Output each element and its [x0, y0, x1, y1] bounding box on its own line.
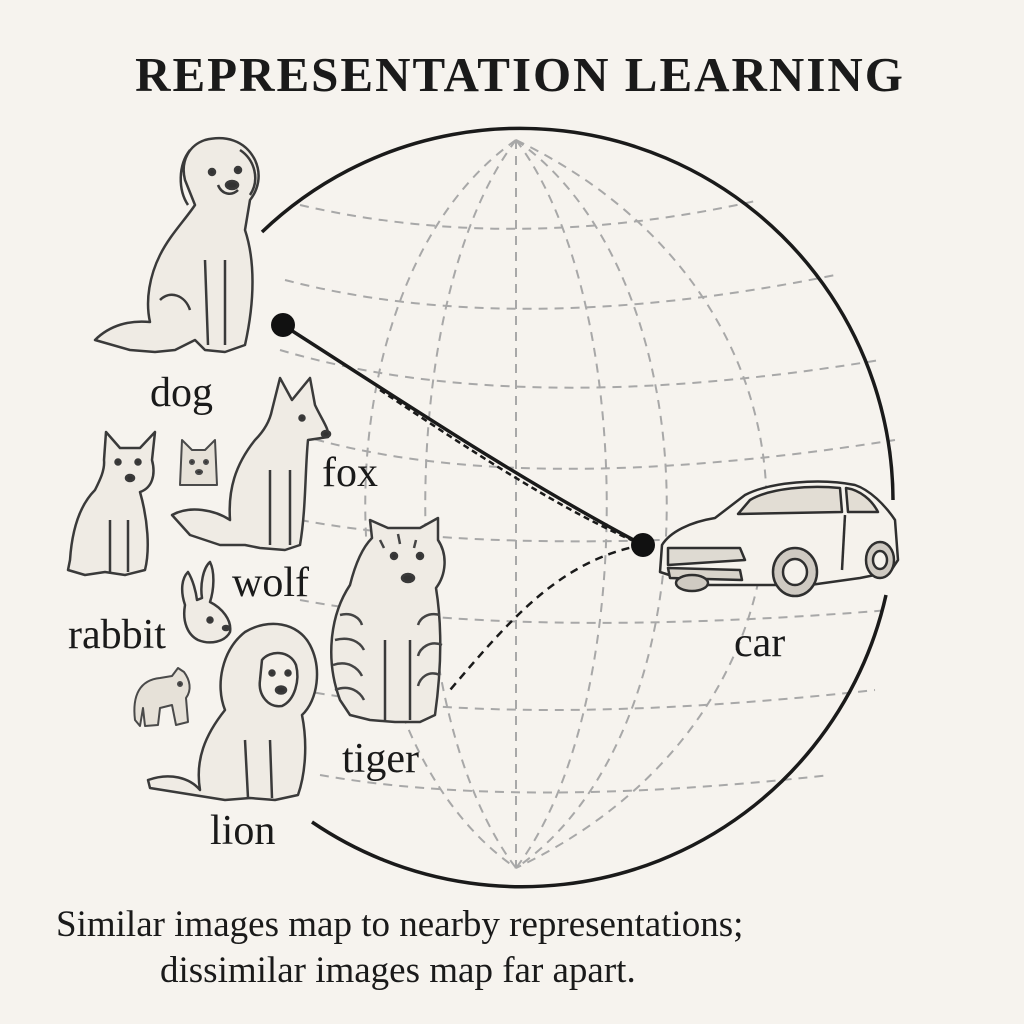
label-fox: fox [322, 450, 378, 496]
dog-sketch-icon [93, 136, 260, 354]
embedding-links [282, 323, 644, 691]
label-car: car [734, 620, 786, 666]
rabbit-sketch-icon [180, 560, 232, 644]
page-title: REPRESENTATION LEARNING [135, 47, 905, 102]
label-tiger: tiger [342, 736, 419, 782]
car-embedding-point [631, 533, 655, 557]
tiger-sketch-icon [330, 516, 446, 724]
label-dog: dog [150, 370, 213, 416]
caption-line-2: dissimilar images map far apart. [160, 950, 636, 991]
bear-cub-sketch-icon [133, 667, 191, 727]
dog-embedding-point [271, 313, 295, 337]
car-sketch-icon [658, 480, 900, 598]
small-wolf-head-sketch-icon [179, 439, 218, 486]
wolf-sketch-icon [66, 430, 157, 577]
dog-to-car-dashed-link [379, 388, 644, 547]
caption-line-1: Similar images map to nearby representat… [56, 904, 744, 945]
sphere-outline [260, 126, 895, 889]
lion-sketch-icon [146, 622, 319, 802]
dog-to-car-link [282, 323, 644, 547]
label-wolf: wolf [232, 560, 309, 606]
label-lion: lion [210, 808, 276, 854]
label-rabbit: rabbit [68, 612, 166, 658]
fox-sketch-icon [170, 376, 332, 552]
tiger-to-car-link [449, 543, 644, 691]
